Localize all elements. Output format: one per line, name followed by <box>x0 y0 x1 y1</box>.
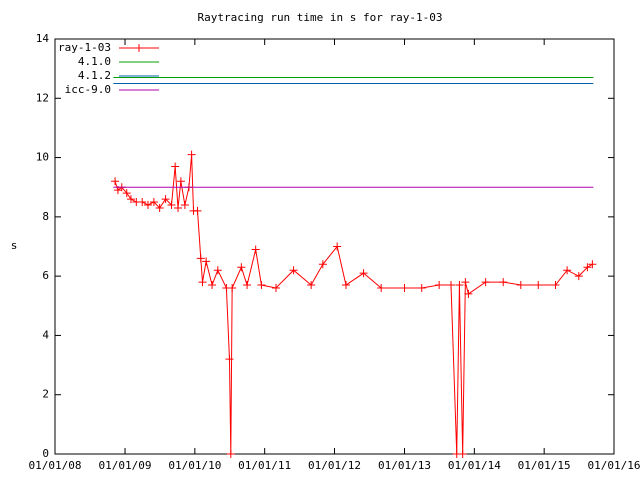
point-marker <box>126 195 135 204</box>
point-marker <box>464 289 473 298</box>
point-marker <box>196 254 205 263</box>
point-marker <box>461 278 470 287</box>
y-tick-label: 6 <box>42 269 49 282</box>
point-marker <box>534 281 543 290</box>
point-marker <box>198 278 207 287</box>
point-marker <box>226 450 235 458</box>
point-marker <box>516 281 525 290</box>
point-marker <box>237 263 246 272</box>
chart-title: Raytracing run time in s for ray-1-03 <box>197 11 442 24</box>
point-marker <box>458 450 467 458</box>
point-marker <box>257 281 266 290</box>
point-marker <box>333 242 342 251</box>
point-marker <box>225 355 234 364</box>
point-marker <box>167 201 176 209</box>
legend-label: icc-9.0 <box>65 83 111 96</box>
point-marker <box>499 278 508 287</box>
x-tick-label: 01/01/11 <box>238 459 291 472</box>
point-marker <box>155 203 164 212</box>
point-marker <box>574 272 583 281</box>
y-tick-label: 0 <box>42 447 49 460</box>
x-tick-label: 01/01/15 <box>518 459 571 472</box>
point-marker <box>307 281 316 290</box>
plot-frame <box>54 38 615 455</box>
y-tick-label: 12 <box>36 91 49 104</box>
point-marker <box>193 206 202 215</box>
point-marker <box>318 260 327 269</box>
point-marker <box>180 201 189 209</box>
x-tick-label: 01/01/08 <box>29 459 82 472</box>
point-marker <box>213 266 222 275</box>
point-marker <box>400 284 409 292</box>
point-marker <box>551 281 560 290</box>
legend-label: ray-1-03 <box>58 41 111 54</box>
point-marker <box>359 269 368 278</box>
legend-label: 4.1.2 <box>78 69 111 82</box>
point-marker <box>176 177 185 186</box>
y-tick-label: 4 <box>42 328 49 341</box>
x-tick-label: 01/01/14 <box>448 459 501 472</box>
point-marker <box>228 284 237 292</box>
x-tick-label: 01/01/10 <box>168 459 221 472</box>
point-marker <box>122 189 131 198</box>
point-marker <box>149 198 158 207</box>
point-marker <box>208 281 217 290</box>
y-axis-label: s <box>11 239 18 252</box>
y-tick-label: 2 <box>42 388 49 401</box>
point-marker <box>447 281 456 290</box>
point-marker <box>202 257 211 266</box>
x-tick-label: 01/01/16 <box>588 459 640 472</box>
point-marker <box>417 284 426 292</box>
legend-label: 4.1.0 <box>78 55 111 68</box>
x-tick-label: 01/01/12 <box>308 459 361 472</box>
point-marker <box>377 284 386 292</box>
y-tick-label: 10 <box>36 151 49 164</box>
point-marker <box>435 281 444 290</box>
series-line <box>114 154 593 455</box>
point-marker <box>161 195 170 204</box>
point-marker <box>143 201 152 209</box>
point-marker <box>289 266 298 275</box>
point-marker <box>588 260 597 269</box>
point-marker <box>251 245 260 254</box>
legend-marker <box>135 44 143 52</box>
point-marker <box>174 203 183 212</box>
point-marker <box>271 284 280 292</box>
point-marker <box>341 281 350 290</box>
point-marker <box>111 177 120 186</box>
point-marker <box>138 198 147 207</box>
point-marker <box>243 281 252 290</box>
x-tick-label: 01/01/09 <box>99 459 152 472</box>
point-marker <box>171 162 180 171</box>
point-marker <box>455 281 464 290</box>
x-tick-label: 01/01/13 <box>378 459 431 472</box>
y-tick-label: 8 <box>42 210 49 223</box>
point-marker <box>563 266 572 275</box>
y-tick-label: 14 <box>36 32 50 45</box>
point-marker <box>583 263 592 272</box>
point-marker <box>187 150 196 159</box>
point-marker <box>481 278 490 287</box>
